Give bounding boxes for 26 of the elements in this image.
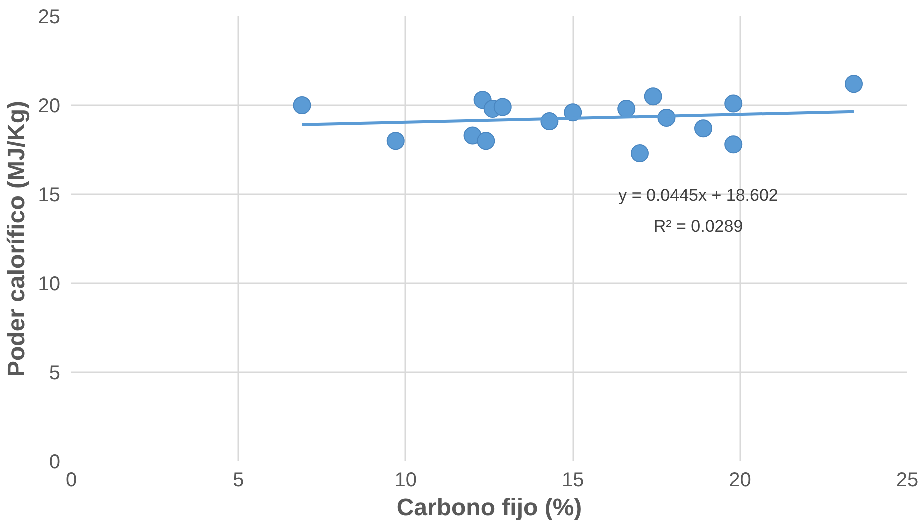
y-tick-label: 10 bbox=[38, 274, 61, 296]
point bbox=[630, 144, 649, 163]
x-tick-label: 15 bbox=[562, 470, 584, 492]
x-tick-label: 25 bbox=[896, 470, 919, 492]
x-axis-title: Carbono fijo (%) bbox=[396, 494, 582, 522]
annotation: y = 0.0445x + 18.602 bbox=[618, 186, 778, 205]
y-tick-label: 25 bbox=[38, 6, 61, 28]
point bbox=[644, 88, 662, 106]
x-tick-label: 0 bbox=[66, 470, 78, 492]
y-tick-label: 0 bbox=[49, 452, 60, 474]
y-tick-label: 5 bbox=[49, 362, 60, 384]
point bbox=[477, 132, 496, 150]
point bbox=[386, 132, 405, 150]
x-tick-label: 5 bbox=[233, 470, 244, 492]
annotation: R² = 0.0289 bbox=[654, 217, 744, 236]
point bbox=[844, 75, 863, 94]
x-tick-label: 10 bbox=[394, 470, 418, 492]
point bbox=[293, 96, 312, 114]
x-tick-label: 20 bbox=[729, 470, 752, 492]
y-tick-label: 15 bbox=[38, 184, 61, 206]
point bbox=[724, 136, 743, 154]
y-axis-title: Poder calorífico (MJ/Kg) bbox=[3, 100, 30, 378]
y-tick-label: 20 bbox=[38, 96, 61, 118]
point bbox=[694, 120, 713, 138]
point bbox=[724, 94, 743, 113]
point bbox=[494, 98, 512, 116]
